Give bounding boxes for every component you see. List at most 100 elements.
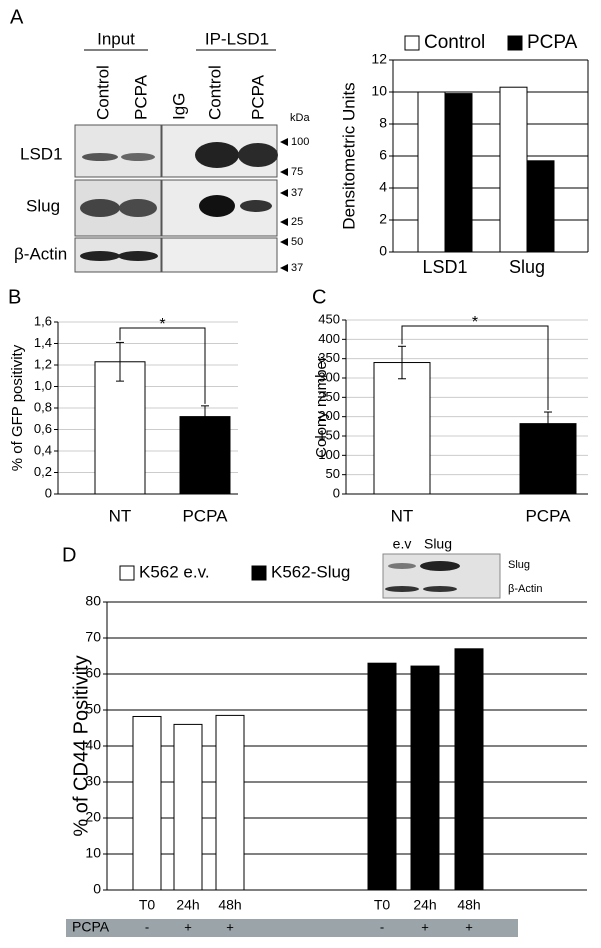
band xyxy=(388,563,416,569)
marker-label: 100 xyxy=(291,136,309,148)
arrow xyxy=(280,238,288,246)
x-tick-label: 48h xyxy=(218,897,241,913)
treatment-label: PCPA xyxy=(72,919,110,935)
y-tick-label: 0,4 xyxy=(34,442,52,457)
treatment-value: + xyxy=(421,919,429,934)
panel-label: D xyxy=(62,544,76,566)
y-tick-label: 300 xyxy=(318,369,340,384)
legend-swatch xyxy=(404,35,420,51)
y-tick-label: 2 xyxy=(379,211,387,227)
y-tick-label: 1,0 xyxy=(34,378,52,393)
lane-label: Slug xyxy=(424,536,452,552)
bar xyxy=(179,416,231,495)
row-label: LSD1 xyxy=(20,144,63,163)
y-tick-label: 0 xyxy=(333,485,340,500)
x-tick-label: NT xyxy=(391,506,414,525)
legend-swatch xyxy=(507,35,523,51)
legend-swatch xyxy=(119,565,135,581)
band xyxy=(118,251,158,261)
y-tick-label: 8 xyxy=(379,115,387,131)
bar xyxy=(173,723,203,891)
x-tick-label: Slug xyxy=(509,257,545,277)
lane-label: e.v xyxy=(393,536,412,552)
y-tick-label: 50 xyxy=(85,701,101,717)
y-tick-label: 60 xyxy=(85,665,101,681)
y-tick-label: 10 xyxy=(371,83,387,99)
y-tick-label: 400 xyxy=(318,331,340,346)
y-tick-label: 4 xyxy=(379,179,387,195)
y-tick-label: 250 xyxy=(318,389,340,404)
y-tick-label: 0,8 xyxy=(34,399,52,414)
legend-label: K562 e.v. xyxy=(139,562,210,581)
marker-label: 37 xyxy=(291,187,303,199)
treatment-value: + xyxy=(226,919,234,934)
row-label: β-Actin xyxy=(508,583,542,595)
y-tick-label: 1,2 xyxy=(34,356,52,371)
bar xyxy=(417,91,446,253)
y-tick-label: 0,2 xyxy=(34,464,52,479)
treatment-value: - xyxy=(145,919,149,934)
x-tick-label: 24h xyxy=(413,897,436,913)
band xyxy=(195,142,239,168)
arrow xyxy=(280,168,288,176)
y-tick-label: 0 xyxy=(93,881,101,897)
y-tick-label: 10 xyxy=(85,845,101,861)
row-label: β-Actin xyxy=(14,244,67,263)
y-tick-label: 6 xyxy=(379,147,387,163)
blot-d: e.v Slug Slug β-Actin xyxy=(382,536,542,599)
y-tick-label: 100 xyxy=(318,447,340,462)
band xyxy=(238,143,278,167)
y-tick-label: 40 xyxy=(85,737,101,753)
y-axis-label: % of GFP positivity xyxy=(9,344,26,471)
bar xyxy=(373,362,431,495)
y-tick-label: 150 xyxy=(318,427,340,442)
bar xyxy=(367,662,397,891)
bar xyxy=(444,93,473,253)
y-tick-label: 20 xyxy=(85,809,101,825)
bar xyxy=(215,714,245,891)
bar xyxy=(410,665,440,891)
y-tick-label: 50 xyxy=(326,466,340,481)
y-tick-label: 80 xyxy=(85,593,101,609)
x-tick-label: T0 xyxy=(374,897,391,913)
panel-label: B xyxy=(8,286,21,308)
x-tick-label: NT xyxy=(109,506,132,525)
y-tick-label: 350 xyxy=(318,350,340,365)
bar xyxy=(526,160,555,253)
y-tick-label: 200 xyxy=(318,408,340,423)
significance-label: * xyxy=(472,314,478,331)
treatment-value: + xyxy=(184,919,192,934)
marker-label: 37 xyxy=(291,262,303,274)
arrow xyxy=(280,189,288,197)
band xyxy=(199,195,235,217)
band xyxy=(420,561,460,571)
band xyxy=(80,251,120,261)
row-label: Slug xyxy=(508,559,530,571)
markers xyxy=(280,138,288,272)
bar xyxy=(499,86,528,253)
x-tick-label: 48h xyxy=(457,897,480,913)
legend-swatch xyxy=(251,565,267,581)
x-tick-label: T0 xyxy=(139,897,156,913)
band xyxy=(385,586,419,592)
lane-label: IgG xyxy=(169,93,188,120)
band xyxy=(119,199,157,217)
lane-label: PCPA xyxy=(248,74,267,120)
band xyxy=(80,199,120,217)
group-label: Input xyxy=(97,29,135,48)
lane-label: Control xyxy=(93,65,112,120)
unit-label: kDa xyxy=(290,112,310,124)
marker-label: 50 xyxy=(291,236,303,248)
x-tick-label: 24h xyxy=(176,897,199,913)
treatment-value: + xyxy=(465,919,473,934)
y-tick-label: 0,6 xyxy=(34,421,52,436)
legend-label: Control xyxy=(424,32,485,53)
y-tick-label: 1,4 xyxy=(34,335,52,350)
arrow xyxy=(280,138,288,146)
blot-box xyxy=(74,124,162,178)
y-tick-label: 30 xyxy=(85,773,101,789)
panel-label: C xyxy=(312,286,326,308)
y-tick-label: 1,6 xyxy=(34,313,52,328)
y-tick-label: 0 xyxy=(45,485,52,500)
